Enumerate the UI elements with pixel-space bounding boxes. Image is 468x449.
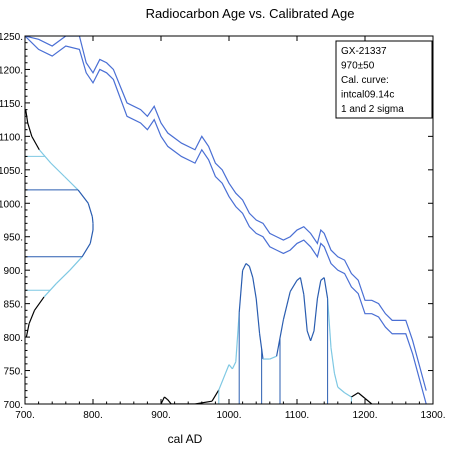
calibrated-distribution-segment (282, 291, 291, 320)
calibrated-distribution-segment (320, 277, 325, 281)
y-tick-label: 700. (4, 400, 23, 411)
legend-line: intcal09.14c (341, 90, 394, 101)
radiocarbon-distribution-fill (25, 110, 93, 337)
calibrated-distribution-segment (242, 263, 247, 271)
calibrated-distribution-segment (333, 372, 339, 388)
legend-line: 1 and 2 sigma (341, 104, 404, 115)
calibrated-distribution-segment (245, 263, 250, 267)
calibration-curve-lower (25, 36, 427, 404)
x-tick-label: 1300. (420, 410, 445, 421)
y-tick-label: 750. (4, 367, 23, 378)
calibrated-distribution-segment (225, 364, 230, 374)
radiocarbon-distribution-segment (69, 256, 83, 271)
legend-line: 970±50 (341, 61, 375, 72)
calibrated-distribution-segment (160, 396, 165, 404)
radiocarbon-distribution-segment (64, 176, 79, 191)
chart-title: Radiocarbon Age vs. Calibrated Age (146, 6, 355, 21)
axes: 700. 800. 900. 1000. 1100. 1200. 1300. 700. 750.… (0, 32, 446, 421)
x-tick-label: 1000. (216, 410, 241, 421)
radiocarbon-distribution-segment (50, 162, 65, 177)
calibrated-distribution-segment (218, 372, 227, 391)
x-tick-label: 1200. (352, 410, 377, 421)
radiocarbon-distribution-segment (28, 310, 36, 324)
y-tick-label: 900. (4, 266, 23, 277)
calibrated-distribution-segment (303, 294, 308, 331)
legend-line: Cal. curve: (341, 75, 389, 86)
calibrated-distribution-segment (167, 399, 172, 404)
calibrated-distribution-segment (330, 347, 335, 374)
radiocarbon-distribution-segment (81, 243, 91, 258)
calibrated-distribution-segment (255, 298, 261, 334)
calibrated-distribution-segment (259, 333, 264, 360)
radiocarbon-distribution-segment (55, 269, 71, 284)
x-axis-label: cal AD (168, 432, 203, 446)
calibrated-distribution-segment (310, 330, 315, 341)
radiocarbon-distribution-segment (34, 296, 45, 311)
radiocarbon-distribution-segment (87, 203, 93, 217)
x-tick-label: 1100. (285, 410, 309, 421)
y-tick-label: 1000. (0, 199, 23, 210)
radiocarbon-distribution-segment (89, 229, 94, 244)
calibrated-distribution-segment (296, 277, 301, 281)
radiocarbon-distribution-segment (77, 189, 89, 204)
calibrated-distribution-segment (337, 386, 345, 394)
x-tick-label: 700. (15, 410, 34, 421)
calibrated-distribution-segment (164, 396, 169, 401)
y-tick-label: 1250. (0, 32, 23, 43)
calibrated-distribution-segment (269, 355, 277, 360)
plot-area (25, 36, 427, 404)
radiocarbon-distribution-segment (25, 323, 30, 338)
legend-box (335, 40, 433, 119)
calibration-curve-upper (25, 36, 427, 391)
radiocarbon-distribution-segment (27, 122, 33, 137)
calibrated-distribution-segment (323, 277, 329, 299)
legend-line: GX-21337 (341, 46, 387, 57)
y-tick-label: 850. (4, 300, 23, 311)
x-tick-label: 900. (151, 410, 170, 421)
y-tick-label: 1150. (0, 99, 23, 110)
y-tick-label: 1100. (0, 132, 23, 143)
calibrated-distribution-segment (313, 298, 318, 331)
x-tick-label: 800. (83, 410, 102, 421)
calibrated-distribution-segment (357, 392, 366, 399)
calibrated-distribution-segment (211, 389, 220, 402)
legend: GX-21337 970±50 Cal. curve: intcal09.14c 1 a… (335, 40, 433, 119)
radiocarbon-distribution-segment (31, 136, 40, 151)
calibrated-distribution-segment (306, 330, 312, 341)
calibrated-distribution-segment (289, 280, 298, 292)
y-tick-label: 1200. (0, 65, 23, 76)
y-tick-label: 950. (4, 233, 23, 244)
calibrated-distribution-segment (235, 312, 240, 362)
calibrated-distribution-segment (238, 270, 244, 313)
calibrated-distribution-segment (248, 266, 254, 278)
y-tick-label: 800. (4, 333, 23, 344)
plot-content (25, 36, 427, 404)
radiocarbon-distribution-segment (91, 216, 94, 224)
calibrated-distribution-segment (344, 392, 352, 398)
calibrated-distribution-segment (351, 392, 359, 398)
y-tick-label: 1050. (0, 166, 23, 177)
calibrated-distribution-segment (316, 280, 322, 299)
calibrated-distribution-segment (299, 277, 305, 295)
calibrated-distribution-segment (252, 277, 257, 299)
calibrated-distribution-segment (228, 364, 233, 370)
calibrated-distribution-segment (364, 397, 373, 404)
calibrated-distribution-segment (231, 361, 237, 370)
calibrated-distribution-segment (327, 298, 332, 348)
